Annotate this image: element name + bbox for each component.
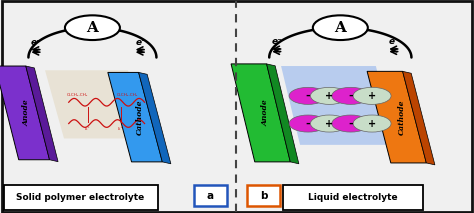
Circle shape (289, 115, 327, 132)
Text: A: A (334, 21, 346, 35)
Text: -: - (348, 119, 353, 128)
Text: -: - (348, 91, 353, 101)
Text: Cathode: Cathode (136, 99, 144, 135)
Text: Cathode: Cathode (398, 99, 405, 135)
Text: O-CH₂-CH₂: O-CH₂-CH₂ (66, 93, 88, 97)
Polygon shape (0, 66, 49, 160)
Text: e⁻: e⁻ (136, 38, 146, 47)
Circle shape (65, 15, 120, 40)
Text: Solid polymer electrolyte: Solid polymer electrolyte (17, 193, 145, 202)
Text: e⁻: e⁻ (31, 38, 42, 47)
Text: Li⁺: Li⁺ (85, 127, 91, 131)
Text: -: - (306, 119, 310, 128)
Polygon shape (367, 71, 427, 163)
Polygon shape (45, 70, 147, 138)
Circle shape (353, 115, 391, 132)
Circle shape (353, 87, 391, 104)
Polygon shape (402, 71, 435, 165)
Polygon shape (26, 66, 58, 162)
Text: Li⁺: Li⁺ (118, 127, 124, 131)
FancyBboxPatch shape (4, 185, 158, 210)
FancyBboxPatch shape (283, 185, 423, 210)
Text: b: b (260, 191, 267, 200)
Text: Anode: Anode (23, 99, 31, 126)
Polygon shape (138, 72, 171, 164)
Text: +: + (325, 91, 334, 101)
Text: O-CH₂-CH₂: O-CH₂-CH₂ (116, 93, 138, 97)
Circle shape (289, 87, 327, 104)
Text: a: a (207, 191, 214, 200)
Circle shape (310, 87, 348, 104)
Text: Anode: Anode (262, 99, 269, 126)
Text: A: A (86, 21, 99, 35)
Text: Liquid electrolyte: Liquid electrolyte (308, 193, 398, 202)
Circle shape (332, 115, 370, 132)
Circle shape (313, 15, 368, 40)
Circle shape (332, 87, 370, 104)
Polygon shape (281, 66, 395, 145)
Text: +: + (368, 91, 376, 101)
Text: +: + (368, 119, 376, 128)
Circle shape (310, 115, 348, 132)
FancyBboxPatch shape (194, 185, 227, 206)
FancyBboxPatch shape (247, 185, 280, 206)
Text: e⁻: e⁻ (389, 37, 400, 46)
Polygon shape (231, 64, 290, 162)
Text: -: - (306, 91, 310, 101)
Text: e⁻: e⁻ (272, 37, 283, 46)
Polygon shape (266, 64, 299, 164)
Polygon shape (108, 72, 162, 162)
Text: +: + (325, 119, 334, 128)
